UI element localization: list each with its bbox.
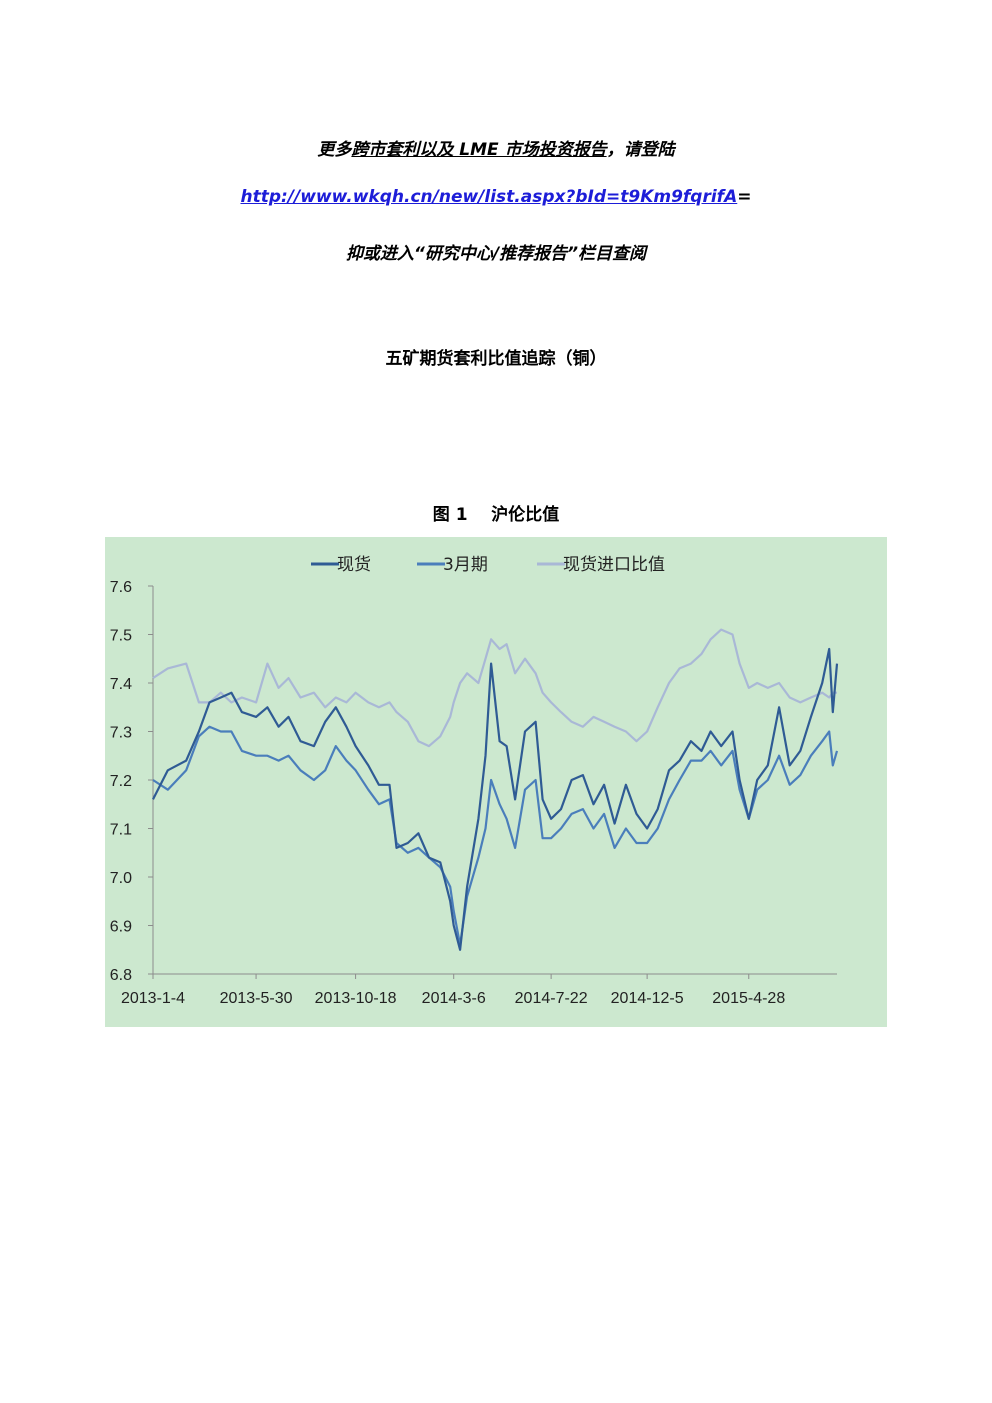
x-tick-label: 2013-10-18 [315, 990, 397, 1007]
chart-area: 6.8 6.9 7.0 7.1 7.2 7.3 7.4 7.5 7.6 2013-1-4 2013-… [105, 537, 887, 1027]
y-tick-label: 7.0 [110, 870, 132, 887]
legend-label-2: 现货进口比值 [563, 555, 665, 575]
promo-line-2: http://www.wkqh.cn/new/list.aspx?bId=t9K… [0, 187, 992, 207]
figure-caption: 图 1 沪伦比值 [432, 505, 560, 525]
link-suffix: = [737, 187, 752, 207]
series-line-2 [152, 628, 837, 748]
report-list-link[interactable]: http://www.wkqh.cn/new/list.aspx?bId=t9K… [240, 187, 738, 207]
y-tick-label: 6.9 [110, 919, 132, 936]
x-tick-label: 2013-1-4 [121, 990, 185, 1007]
promo-text-reports: 跨市套利以及 LME 市场投资报告 [351, 140, 607, 160]
series-line-1 [152, 725, 839, 946]
series-line-0 [152, 647, 839, 951]
promo-text-login: ，请登陆 [606, 140, 675, 160]
y-tick-label: 7.3 [110, 725, 132, 742]
y-tick-label: 7.6 [110, 579, 132, 596]
x-tick-label: 2014-7-22 [515, 990, 588, 1007]
legend-label-0: 现货 [337, 555, 371, 575]
document-title: 五矿期货套利比值追踪（铜） [385, 349, 607, 369]
line-chart: 6.8 6.9 7.0 7.1 7.2 7.3 7.4 7.5 7.6 2013-1-4 2013-… [110, 555, 839, 1007]
x-tick-label: 2013-5-30 [220, 990, 293, 1007]
x-tick-label: 2014-3-6 [422, 990, 486, 1007]
y-tick-label: 7.5 [110, 628, 132, 645]
promo-text-more: 更多 [317, 140, 352, 160]
promo-line-3: 抑或进入“研究中心/推荐报告”栏目查阅 [345, 244, 647, 264]
y-tick-label: 6.8 [110, 967, 132, 984]
y-tick-label: 7.2 [110, 773, 132, 790]
x-tick-label: 2014-12-5 [611, 990, 684, 1007]
y-tick-label: 7.4 [110, 676, 132, 693]
x-tick-label: 2015-4-28 [712, 990, 785, 1007]
y-tick-label: 7.1 [110, 822, 132, 839]
promo-line-1: 更多跨市套利以及 LME 市场投资报告，请登陆 [0, 135, 992, 160]
legend-label-1: 3月期 [443, 555, 488, 575]
